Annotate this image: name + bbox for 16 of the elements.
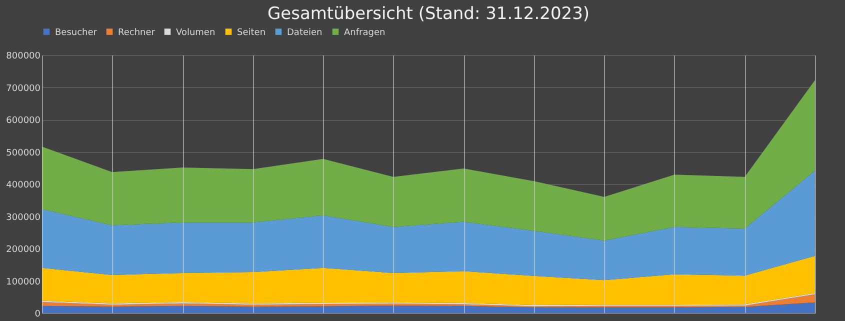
y-tick-label: 500000 xyxy=(6,148,41,158)
legend-label: Rechner xyxy=(118,28,156,38)
legend-label: Dateien xyxy=(287,28,322,38)
legend-label: Besucher xyxy=(55,28,98,38)
y-tick-label: 800000 xyxy=(6,52,41,62)
legend-label: Seiten xyxy=(237,28,266,38)
y-tick-label: 400000 xyxy=(6,180,41,190)
y-tick-label: 300000 xyxy=(6,212,41,223)
y-tick-label: 100000 xyxy=(6,277,41,288)
legend-label: Volumen xyxy=(176,28,216,38)
y-tick-label: 200000 xyxy=(6,245,41,255)
y-tick-label: 700000 xyxy=(6,84,41,94)
legend-label: Anfragen xyxy=(344,28,386,38)
y-tick-label: 600000 xyxy=(6,116,41,126)
y-tick-label: 0 xyxy=(34,310,41,320)
chart-title: Gesamtübersicht (Stand: 31.12.2023) xyxy=(267,4,590,24)
